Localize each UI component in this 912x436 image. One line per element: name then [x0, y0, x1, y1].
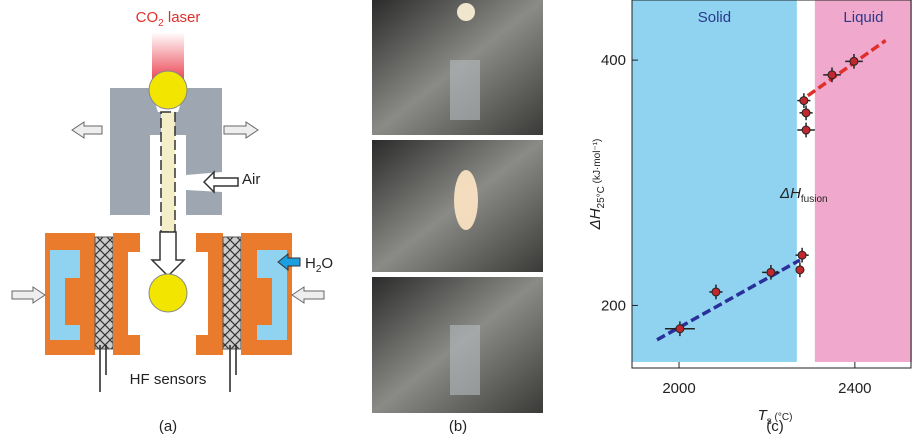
text-part: (kJ·mol⁻¹) [592, 139, 603, 187]
laser-label: CO2 laser [136, 9, 201, 29]
caption: (b) [449, 418, 467, 435]
furnace-left [45, 233, 140, 355]
air-label: Air [242, 171, 260, 188]
region [814, 0, 912, 362]
point [849, 56, 859, 66]
text-part: T [758, 407, 769, 424]
point [801, 125, 811, 135]
sample-column [160, 111, 176, 233]
gas-arrows [11, 121, 325, 304]
fit-line [806, 39, 887, 98]
text-part: ΔH [587, 208, 604, 230]
sensor-wires [99, 345, 237, 392]
annotation: ΔHfusion [779, 185, 828, 205]
sensors-label: HF sensors [130, 371, 207, 388]
water-label: H2O [305, 255, 333, 275]
air-arrow [202, 170, 239, 194]
point [675, 324, 685, 334]
x-tick-label: 2400 [838, 380, 871, 397]
text-part: 25°C [596, 186, 607, 208]
x-tick-label: 2000 [662, 380, 695, 397]
text-part: ΔH [779, 185, 801, 202]
y-tick-label: 400 [601, 52, 626, 69]
region-label: Solid [698, 9, 731, 26]
plot-frame [631, 0, 912, 369]
furnace-right [196, 233, 292, 355]
caption: (c) [766, 418, 784, 435]
drop-arrow [150, 231, 186, 278]
point [766, 267, 776, 277]
photos: (b) [372, 0, 543, 435]
x-axis-label: Ts (°C) [758, 407, 793, 427]
point [711, 287, 721, 297]
text-part: (°C) [772, 412, 793, 423]
region [632, 0, 797, 362]
point [801, 108, 811, 118]
sample [148, 273, 188, 313]
y-axis-label: ΔH25°C (kJ·mol⁻¹) [587, 139, 607, 231]
sample [148, 70, 188, 110]
text-part: s [767, 416, 772, 427]
point [795, 265, 805, 275]
region-label: Liquid [843, 9, 883, 26]
water-arrow [277, 252, 301, 272]
point [797, 250, 807, 260]
diagram: CO2 laser Air H2O HF sensors (a) [11, 9, 333, 435]
text-part: fusion [801, 194, 828, 205]
point [799, 96, 809, 106]
point [827, 70, 837, 80]
caption: (a) [159, 418, 177, 435]
y-tick-label: 200 [601, 297, 626, 314]
